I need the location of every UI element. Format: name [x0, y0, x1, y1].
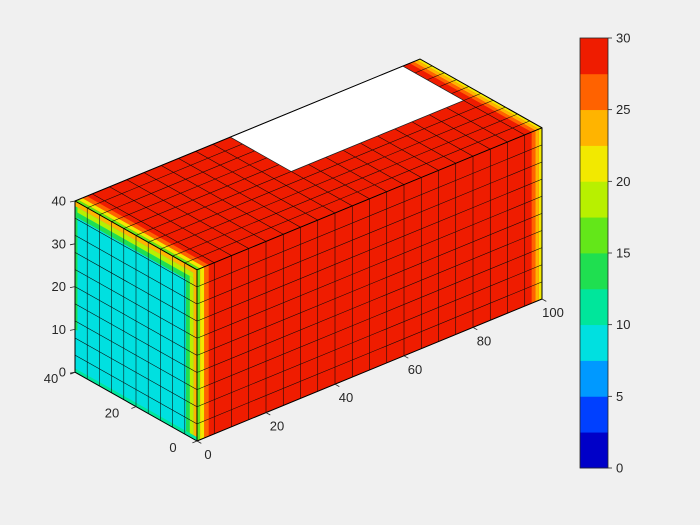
x-tick-label: 40 — [339, 390, 353, 405]
z-axis-tick — [69, 286, 76, 288]
colorbar-band — [580, 288, 608, 326]
y-tick-label: 0 — [169, 440, 176, 455]
colorbar: 0 5 10 15 20 25 30 — [579, 31, 630, 476]
colorbar-band — [580, 253, 608, 290]
y-axis-tick — [131, 406, 137, 409]
x-axis-tick — [265, 412, 271, 416]
colorbar-tick-label: 25 — [616, 102, 630, 117]
left-edge-gradient-strip — [75, 206, 78, 331]
z-axis-tick — [69, 371, 76, 374]
left-edge-gradient-strip — [189, 275, 194, 439]
colorbar-tick-label: 30 — [616, 31, 630, 46]
left-edge-gradient-strip — [193, 272, 197, 441]
x-axis-tick — [334, 383, 340, 387]
colorbar-tick-label: 0 — [616, 461, 623, 476]
x-tick-label: 60 — [408, 362, 422, 377]
left-edge-gradient-strip — [186, 279, 190, 437]
z-tick-label: 30 — [52, 236, 66, 251]
block-left-face — [74, 200, 198, 442]
x-axis-tick — [541, 298, 547, 302]
colorbar-band — [580, 360, 608, 397]
colorbar-band — [580, 145, 608, 182]
y-tick-label: 20 — [105, 406, 119, 421]
z-axis-tick — [69, 200, 76, 203]
colorbar-band — [580, 217, 608, 254]
x-tick-label: 0 — [204, 447, 211, 462]
x-tick-label: 100 — [542, 305, 564, 320]
colorbar-band — [580, 38, 608, 75]
x-axis-tick — [472, 327, 478, 331]
x-axis-tick — [196, 440, 202, 444]
colorbar-tick-label: 10 — [616, 317, 630, 332]
x-tick-label: 20 — [270, 419, 284, 434]
z-axis-tick — [69, 329, 76, 331]
z-tick-label: 20 — [52, 279, 66, 294]
block-edge — [196, 127, 543, 271]
z-tick-label: 10 — [52, 322, 66, 337]
colorbar-tick-label: 5 — [616, 389, 623, 404]
x-axis-tick — [403, 355, 409, 359]
z-tick-label: 40 — [52, 194, 66, 209]
colorbar-tick-label: 15 — [616, 246, 630, 261]
z-axis-tick — [69, 243, 76, 246]
block-edge — [74, 200, 198, 271]
z-tick-label: 0 — [59, 365, 66, 380]
colorbar-band — [580, 73, 608, 111]
block-front-face — [196, 127, 543, 442]
x-tick-label: 80 — [477, 333, 491, 348]
colorbar-band — [580, 432, 608, 469]
colorbar-band — [580, 396, 608, 433]
y-axis-tick — [192, 440, 198, 444]
y-tick-label: 40 — [44, 371, 58, 386]
colorbar-tick-label: 20 — [616, 174, 630, 189]
colorbar-band — [580, 324, 608, 361]
colorbar-band — [580, 109, 608, 146]
colorbar-band — [580, 181, 608, 218]
